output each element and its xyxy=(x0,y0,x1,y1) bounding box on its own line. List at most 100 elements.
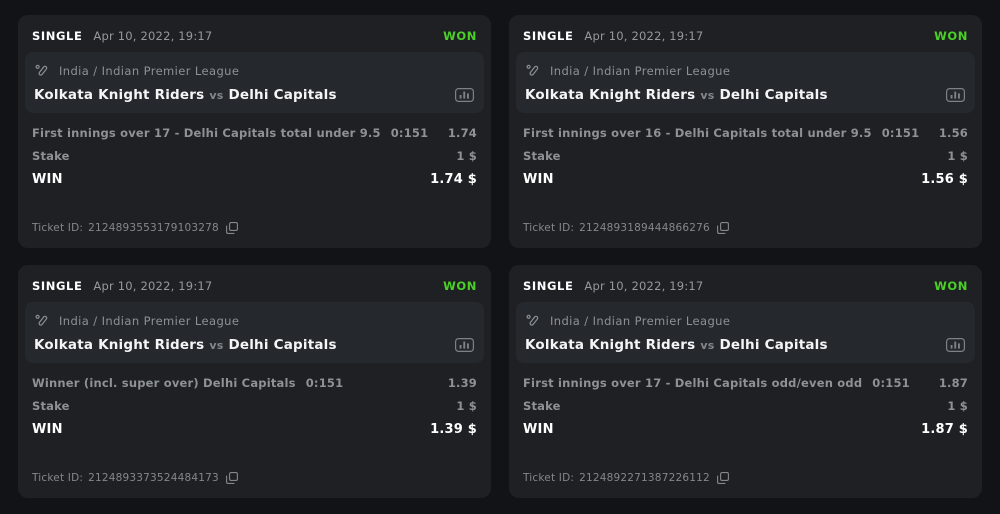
match-score: 0:151 xyxy=(872,376,910,390)
stake-row: Stake 1 $ xyxy=(523,399,968,413)
ticket-id-row: Ticket ID: 2124893553179103278 xyxy=(31,222,478,235)
win-row: WIN 1.56 $ xyxy=(523,172,968,187)
bet-odds: 1.39 xyxy=(447,376,477,390)
ticket-id-label: Ticket ID: xyxy=(32,222,84,234)
cricket-bat-icon xyxy=(34,313,50,329)
vs-label: vs xyxy=(700,89,715,102)
ticket-id-row: Ticket ID: 2124892271387226112 xyxy=(522,472,969,485)
ticket-header: SINGLE Apr 10, 2022, 19:17 WON xyxy=(31,26,478,52)
bet-ticket-card: SINGLE Apr 10, 2022, 19:17 WON India / I… xyxy=(509,15,982,248)
match-title: Kolkata Knight Riders vs Delhi Capitals xyxy=(525,337,828,353)
bet-datetime: Apr 10, 2022, 19:17 xyxy=(93,29,213,43)
match-block[interactable]: India / Indian Premier League Kolkata Kn… xyxy=(25,52,484,113)
bet-odds: 1.56 xyxy=(938,126,968,140)
copy-icon[interactable] xyxy=(716,472,729,484)
cricket-bat-icon xyxy=(525,63,541,79)
bet-details: First innings over 16 - Delhi Capitals t… xyxy=(522,113,969,187)
league-row: India / Indian Premier League xyxy=(34,310,474,337)
bet-market-name: Winner (incl. super over) Delhi Capitals xyxy=(32,376,296,390)
league-row: India / Indian Premier League xyxy=(525,310,965,337)
bet-datetime: Apr 10, 2022, 19:17 xyxy=(584,29,704,43)
stake-label: Stake xyxy=(32,149,70,163)
status-badge-won: WON xyxy=(934,29,968,43)
match-row: Kolkata Knight Riders vs Delhi Capitals xyxy=(34,87,474,103)
copy-icon[interactable] xyxy=(716,222,729,234)
win-row: WIN 1.87 $ xyxy=(523,422,968,437)
match-title: Kolkata Knight Riders vs Delhi Capitals xyxy=(34,337,337,353)
stake-value: 1 $ xyxy=(456,149,477,163)
team2-name: Delhi Capitals xyxy=(719,87,828,103)
stake-value: 1 $ xyxy=(947,399,968,413)
team1-name: Kolkata Knight Riders xyxy=(525,87,696,103)
win-row: WIN 1.39 $ xyxy=(32,422,477,437)
match-score: 0:151 xyxy=(305,376,344,390)
bet-market-name: First innings over 17 - Delhi Capitals o… xyxy=(523,376,863,390)
ticket-id-label: Ticket ID: xyxy=(32,472,84,484)
ticket-id-value: 2124893553179103278 xyxy=(88,222,219,234)
bet-ticket-card: SINGLE Apr 10, 2022, 19:17 WON India / I… xyxy=(18,15,491,248)
ticket-id-row: Ticket ID: 2124893189444866276 xyxy=(522,222,969,235)
win-value: 1.39 $ xyxy=(430,422,477,437)
ticket-id-value: 2124893373524484173 xyxy=(88,472,219,484)
team2-name: Delhi Capitals xyxy=(228,87,337,103)
status-badge-won: WON xyxy=(443,279,477,293)
win-label: WIN xyxy=(523,422,554,437)
ticket-id-row: Ticket ID: 2124893373524484173 xyxy=(31,472,478,485)
league-breadcrumb: India / Indian Premier League xyxy=(59,64,240,78)
stake-row: Stake 1 $ xyxy=(32,149,477,163)
win-label: WIN xyxy=(32,422,63,437)
bet-type-label: SINGLE xyxy=(523,279,574,293)
match-block[interactable]: India / Indian Premier League Kolkata Kn… xyxy=(516,302,975,363)
match-block[interactable]: India / Indian Premier League Kolkata Kn… xyxy=(25,302,484,363)
win-row: WIN 1.74 $ xyxy=(32,172,477,187)
stake-value: 1 $ xyxy=(456,399,477,413)
team1-name: Kolkata Knight Riders xyxy=(34,337,205,353)
cricket-bat-icon xyxy=(525,313,541,329)
bet-details: First innings over 17 - Delhi Capitals o… xyxy=(522,363,969,437)
match-score: 0:151 xyxy=(881,126,920,140)
vs-label: vs xyxy=(209,339,224,352)
ticket-header: SINGLE Apr 10, 2022, 19:17 WON xyxy=(522,26,969,52)
bet-row: First innings over 16 - Delhi Capitals t… xyxy=(523,126,968,140)
ticket-id-value: 2124893189444866276 xyxy=(579,222,710,234)
vs-label: vs xyxy=(209,89,224,102)
bet-row: First innings over 17 - Delhi Capitals t… xyxy=(32,126,477,140)
team2-name: Delhi Capitals xyxy=(228,337,337,353)
match-row: Kolkata Knight Riders vs Delhi Capitals xyxy=(34,337,474,353)
match-title: Kolkata Knight Riders vs Delhi Capitals xyxy=(34,87,337,103)
bet-datetime: Apr 10, 2022, 19:17 xyxy=(584,279,704,293)
bet-ticket-card: SINGLE Apr 10, 2022, 19:17 WON India / I… xyxy=(18,265,491,498)
bet-odds: 1.87 xyxy=(938,376,968,390)
stake-row: Stake 1 $ xyxy=(32,399,477,413)
match-score: 0:151 xyxy=(390,126,429,140)
league-row: India / Indian Premier League xyxy=(525,60,965,87)
team2-name: Delhi Capitals xyxy=(719,337,828,353)
match-row: Kolkata Knight Riders vs Delhi Capitals xyxy=(525,337,965,353)
ticket-id-value: 2124892271387226112 xyxy=(579,472,710,484)
win-label: WIN xyxy=(32,172,63,187)
bar-chart-icon[interactable] xyxy=(946,338,965,352)
status-badge-won: WON xyxy=(934,279,968,293)
ticket-header: SINGLE Apr 10, 2022, 19:17 WON xyxy=(31,276,478,302)
stake-label: Stake xyxy=(523,399,561,413)
bar-chart-icon[interactable] xyxy=(455,88,474,102)
copy-icon[interactable] xyxy=(225,222,238,234)
ticket-header: SINGLE Apr 10, 2022, 19:17 WON xyxy=(522,276,969,302)
copy-icon[interactable] xyxy=(225,472,238,484)
win-value: 1.56 $ xyxy=(921,172,968,187)
bet-details: First innings over 17 - Delhi Capitals t… xyxy=(31,113,478,187)
league-row: India / Indian Premier League xyxy=(34,60,474,87)
bet-datetime: Apr 10, 2022, 19:17 xyxy=(93,279,213,293)
league-breadcrumb: India / Indian Premier League xyxy=(59,314,240,328)
bar-chart-icon[interactable] xyxy=(455,338,474,352)
stake-label: Stake xyxy=(32,399,70,413)
vs-label: vs xyxy=(700,339,715,352)
stake-label: Stake xyxy=(523,149,561,163)
bar-chart-icon[interactable] xyxy=(946,88,965,102)
match-block[interactable]: India / Indian Premier League Kolkata Kn… xyxy=(516,52,975,113)
bet-type-label: SINGLE xyxy=(523,29,574,43)
win-value: 1.87 $ xyxy=(921,422,968,437)
match-row: Kolkata Knight Riders vs Delhi Capitals xyxy=(525,87,965,103)
ticket-id-label: Ticket ID: xyxy=(523,472,575,484)
